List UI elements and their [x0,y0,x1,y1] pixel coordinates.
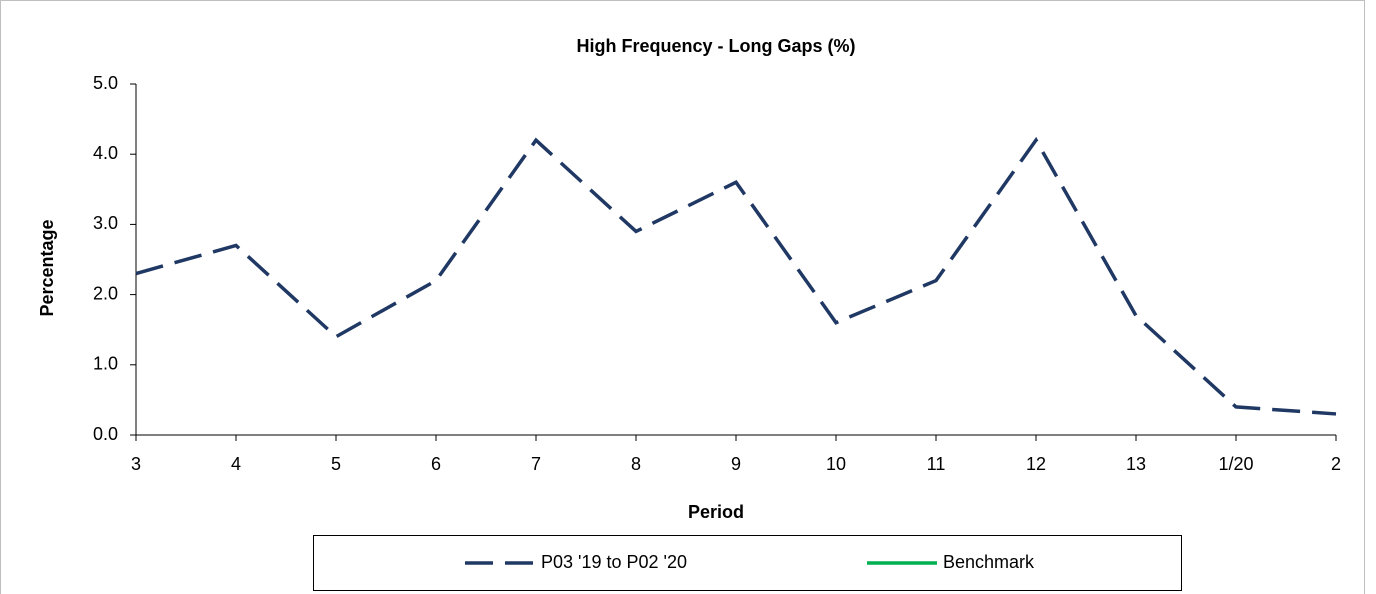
x-tick-label: 6 [431,454,441,474]
legend-label: P03 '19 to P02 '20 [541,552,687,572]
x-axis-label: Period [688,502,744,522]
chart-title: High Frequency - Long Gaps (%) [576,36,855,56]
x-tick-label: 5 [331,454,341,474]
x-tick-label: 8 [631,454,641,474]
x-tick-label: 3 [131,454,141,474]
x-tick-label: 7 [531,454,541,474]
y-tick-label: 5.0 [93,73,118,93]
x-tick-label: 2 [1331,454,1341,474]
legend-label: Benchmark [943,552,1035,572]
legend-box [313,535,1182,591]
y-tick-label: 3.0 [93,213,118,233]
x-tick-label: 10 [826,454,846,474]
x-tick-label: 4 [231,454,241,474]
y-tick-label: 1.0 [93,354,118,374]
y-tick-label: 4.0 [93,143,118,163]
y-axis-label: Percentage [37,219,57,316]
x-tick-label: 9 [731,454,741,474]
y-tick-label: 0.0 [93,424,118,444]
data-line [135,136,1337,416]
x-tick-label: 12 [1026,454,1046,474]
y-tick-label: 2.0 [93,283,118,303]
x-tick-label: 13 [1126,454,1146,474]
x-tick-label: 11 [927,454,946,474]
x-tick-label: 1/20 [1218,454,1253,474]
